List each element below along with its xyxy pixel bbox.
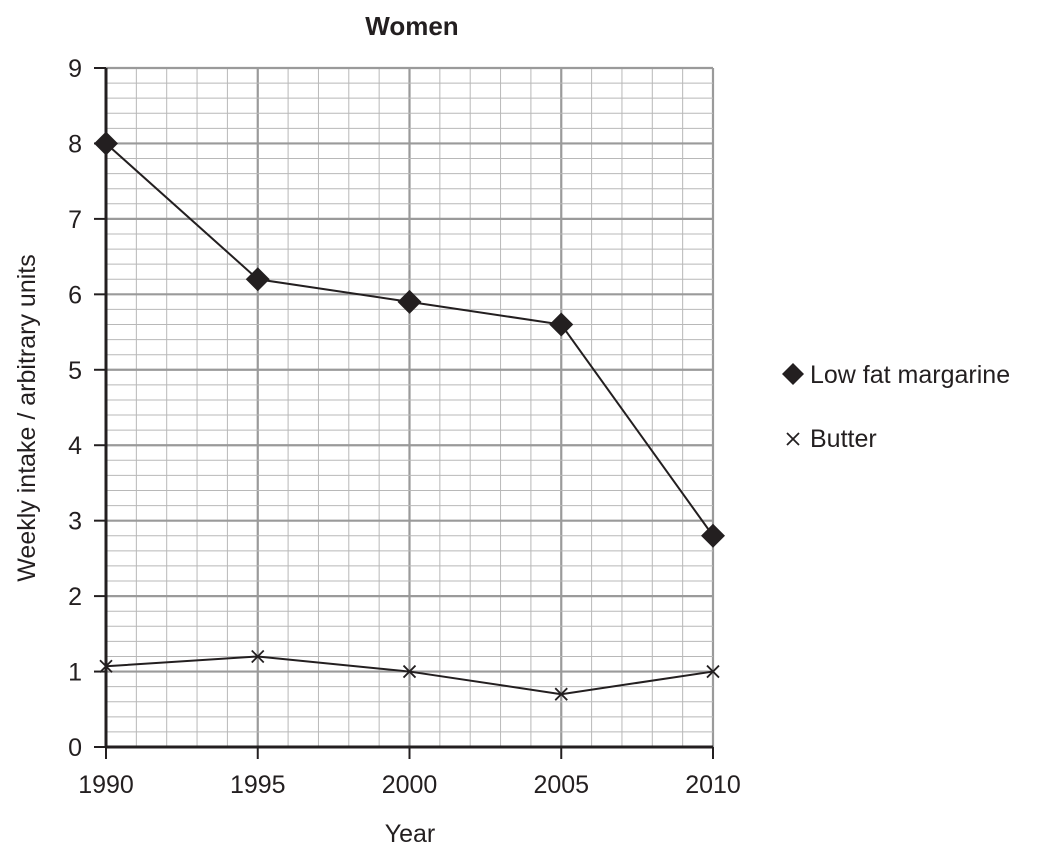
y-tick-label: 3 <box>68 508 82 536</box>
y-tick-label: 6 <box>68 281 82 309</box>
x-axis-label: Year <box>385 820 436 848</box>
series-layer <box>94 131 725 701</box>
legend-label: Low fat margarine <box>810 361 1010 389</box>
y-tick-labels: 0 1 2 3 4 5 6 7 8 9 <box>68 55 82 762</box>
cross-stroke <box>99 659 113 673</box>
data-point-cross <box>554 687 568 701</box>
x-tick-label: 2000 <box>382 771 438 799</box>
y-axis-label: Weekly intake / arbitrary units <box>13 254 41 581</box>
axes <box>94 67 714 759</box>
y-tick-label: 9 <box>68 55 82 83</box>
cross-stroke <box>554 687 568 701</box>
y-tick-label: 2 <box>68 583 82 611</box>
series-low-fat-margarine <box>94 131 725 548</box>
x-tick-label: 2005 <box>533 771 589 799</box>
y-tick-label: 5 <box>68 357 82 385</box>
x-tick-label: 1990 <box>78 771 134 799</box>
data-point-cross <box>706 664 720 679</box>
data-point-diamond <box>94 131 118 156</box>
legend-label: Butter <box>810 425 877 453</box>
data-point-diamond <box>245 267 270 292</box>
y-tick-label: 8 <box>68 130 82 158</box>
cross-stroke <box>402 664 417 679</box>
cross-stroke <box>251 649 265 664</box>
y-tick-label: 0 <box>68 734 82 762</box>
cross-stroke <box>786 432 800 446</box>
y-tick-label: 1 <box>68 659 82 687</box>
data-point-cross <box>402 664 417 679</box>
data-point-diamond <box>701 523 725 548</box>
legend-item: Butter <box>786 425 877 453</box>
grid <box>104 66 715 749</box>
data-point-cross <box>99 659 113 673</box>
series-butter <box>99 649 720 701</box>
data-point-diamond <box>549 312 574 337</box>
cross-stroke <box>706 664 720 679</box>
x-tick-labels: 1990 1995 2000 2005 2010 <box>78 771 741 799</box>
data-point-diamond <box>397 289 422 314</box>
x-tick-label: 2010 <box>685 771 741 799</box>
data-point-cross <box>251 649 265 664</box>
legend-diamond-icon <box>782 363 804 385</box>
chart-title: Women <box>365 11 458 41</box>
y-tick-label: 4 <box>68 432 82 460</box>
x-tick-label: 1995 <box>230 771 286 799</box>
legend: Low fat margarine Butter <box>782 361 1010 453</box>
legend-cross-icon <box>786 432 800 446</box>
legend-item: Low fat margarine <box>782 361 1010 389</box>
y-tick-label: 7 <box>68 206 82 234</box>
